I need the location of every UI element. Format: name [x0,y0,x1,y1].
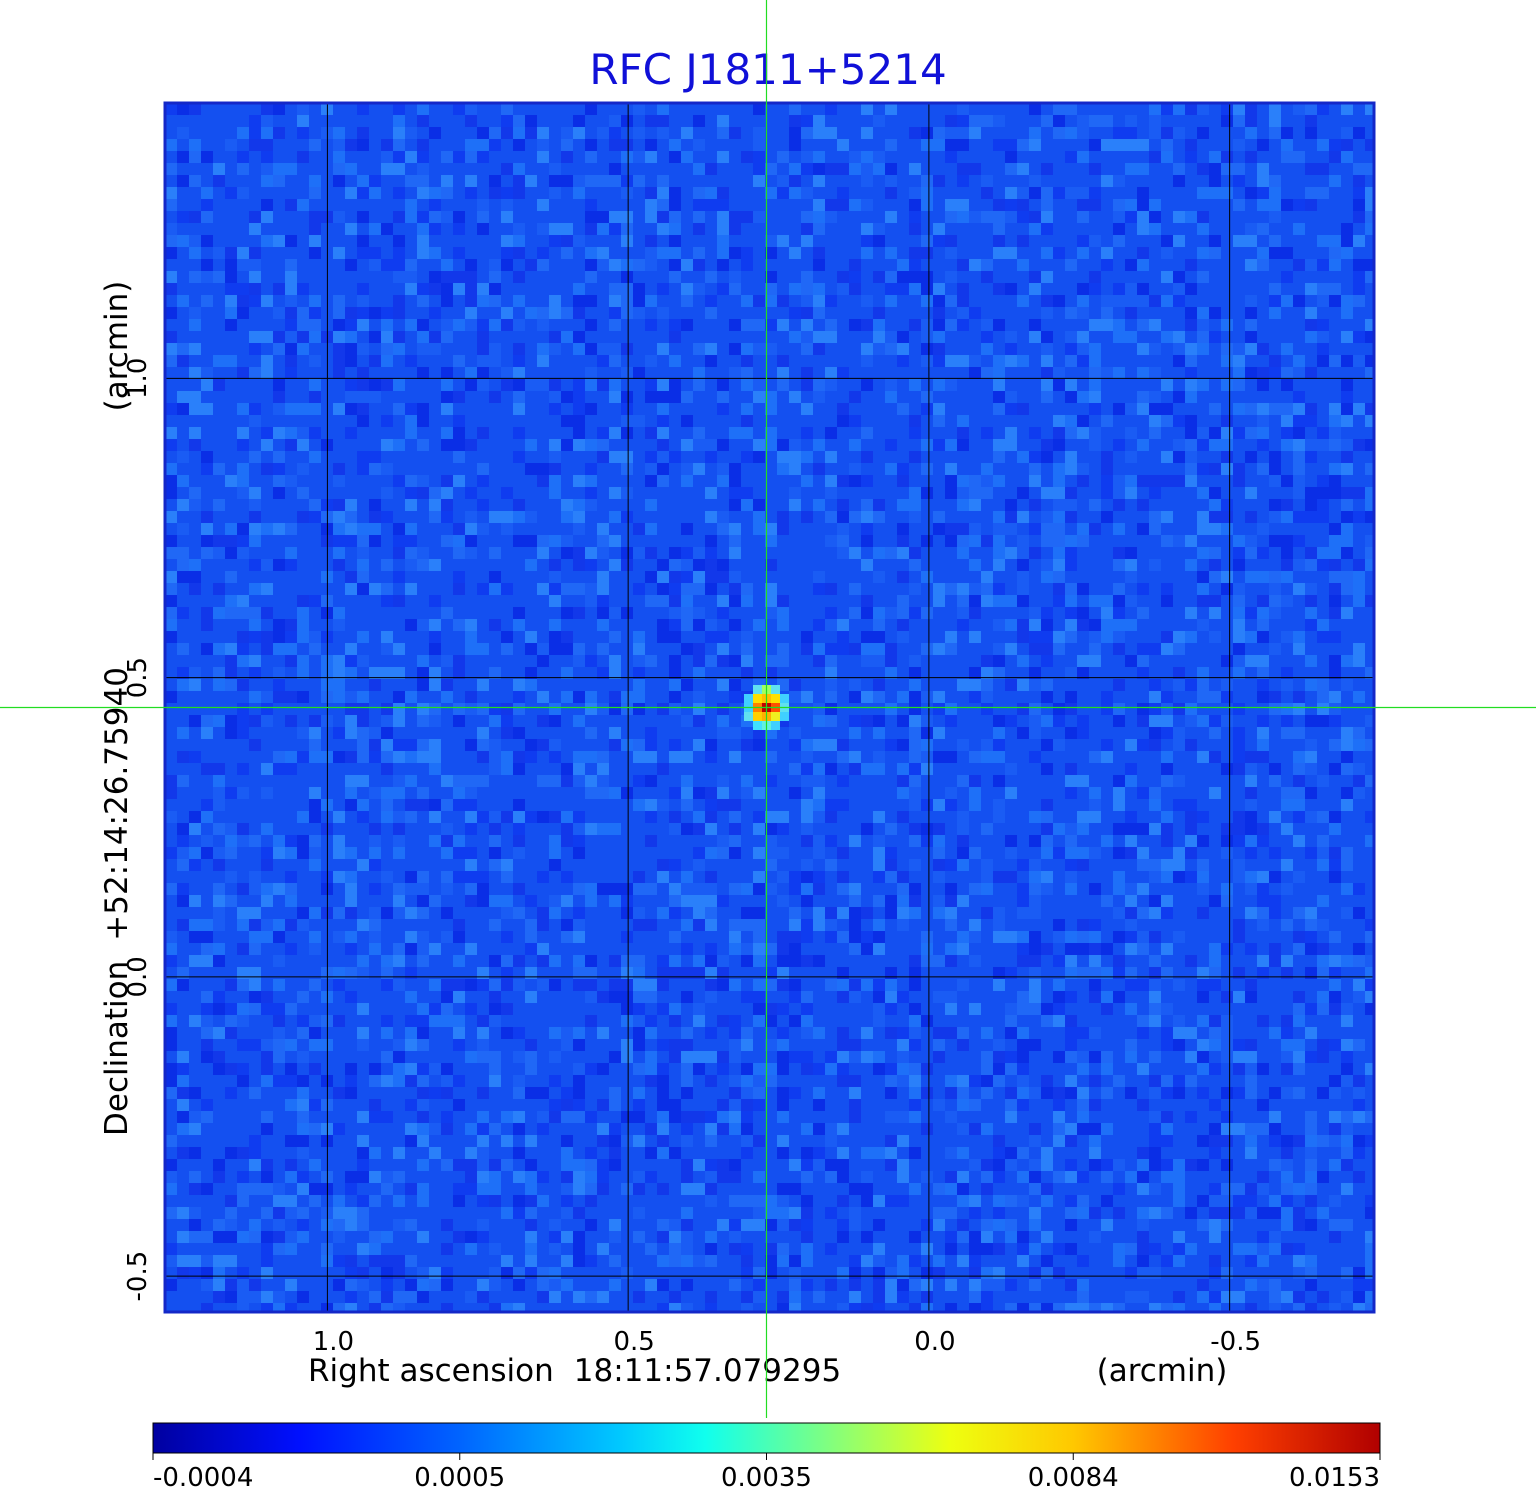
x-tick-label: 1.0 [313,1327,354,1357]
colorbar-tick-label: 0.0153 [1289,1463,1380,1493]
x-tick-labels: 1.0 0.5 0.0 -0.5 [313,1327,1261,1357]
colorbar-tick-label: 0.0035 [721,1463,812,1493]
colorbar-tick-label: 0.0084 [1028,1463,1119,1493]
colorbar-ticks: -0.0004 0.0005 0.0035 0.0084 0.0153 [152,1453,1381,1493]
colorbar-tick-label: -0.0004 [153,1463,253,1493]
chart-title: RFC J1811+5214 [589,45,946,94]
x-tick-label: 0.0 [914,1327,955,1357]
y-axis-unit: (arcmin) [99,281,135,412]
x-tick-label: -0.5 [1210,1327,1261,1357]
y-tick-label: 0.0 [123,956,153,997]
y-tick-label: 0.5 [123,657,153,698]
colorbar [152,1422,1381,1454]
coordinate-grid [165,103,1374,1312]
y-axis-name: Declination [99,961,135,1136]
x-axis-label: Right ascension 18:11:57.079295 [308,1353,841,1389]
crosshair [0,0,1536,1418]
x-tick-label: 0.5 [613,1327,654,1357]
y-tick-label: 1.0 [123,358,153,399]
colorbar-tick-label: 0.0005 [414,1463,505,1493]
y-axis-value: +52:14:26.75940 [99,667,135,941]
x-axis-value: 18:11:57.079295 [574,1353,841,1389]
y-tick-label: -0.5 [123,1251,153,1302]
x-axis-unit: (arcmin) [1097,1353,1228,1389]
y-tick-labels: 1.0 0.5 0.0 -0.5 [123,358,153,1302]
y-axis-label: Declination +52:14:26.75940 [99,667,135,1136]
x-axis-name: Right ascension [308,1353,554,1389]
